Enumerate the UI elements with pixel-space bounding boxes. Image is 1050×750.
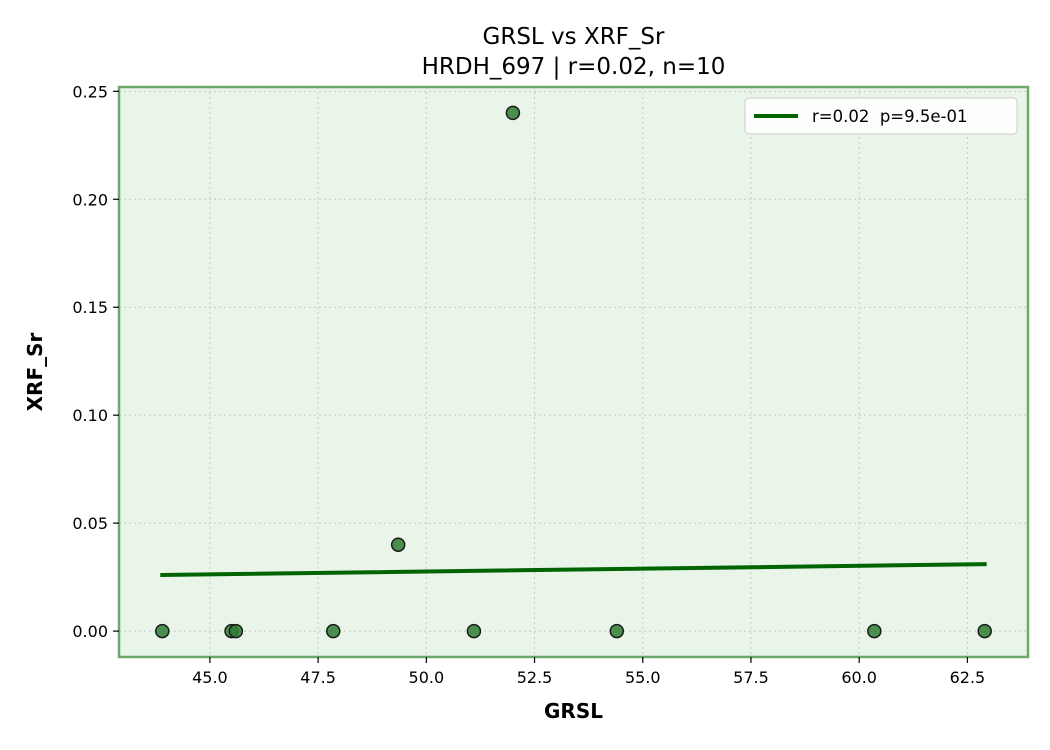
scatter-points [155, 105, 992, 639]
scatter-point [155, 623, 170, 639]
x-tick-label: 47.5 [300, 668, 336, 687]
scatter-point [977, 623, 992, 639]
y-tick-label: 0.15 [72, 298, 108, 317]
grid [119, 87, 1028, 657]
scatter-point [505, 105, 521, 121]
y-axis: 0.00 0.05 0.10 0.15 0.20 0.25 [72, 82, 119, 641]
y-tick-label: 0.10 [72, 406, 108, 425]
chart-title: GRSL vs XRF_Sr [483, 24, 666, 50]
scatter-point [228, 623, 244, 639]
fit-line-group [160, 562, 987, 577]
y-tick-label: 0.20 [72, 190, 108, 209]
x-tick-label: 57.5 [733, 668, 769, 687]
chart-subtitle: HRDH_697 | r=0.02, n=10 [422, 54, 726, 80]
scatter-point [867, 623, 882, 639]
fit-line [160, 562, 987, 577]
legend: r=0.02 p=9.5e-01 [744, 97, 1018, 135]
x-tick-label: 45.0 [192, 668, 228, 687]
y-tick-label: 0.05 [72, 514, 108, 533]
scatter-point [390, 537, 406, 552]
legend-box [744, 97, 1018, 135]
y-axis-label: XRF_Sr [23, 332, 47, 411]
legend-label: r=0.02 p=9.5e-01 [812, 107, 967, 126]
plot-frame [117, 85, 1030, 659]
x-axis-label: GRSL [544, 699, 603, 723]
x-axis: 45.0 47.5 50.0 52.5 55.0 57.5 60.0 62.5 [192, 657, 985, 687]
x-tick-label: 60.0 [841, 668, 877, 687]
plot-area [119, 87, 1028, 657]
scatter-point [466, 623, 482, 639]
x-tick-label: 50.0 [409, 668, 445, 687]
x-tick-label: 55.0 [625, 668, 661, 687]
y-tick-label: 0.25 [72, 82, 108, 101]
scatter-point [609, 623, 625, 639]
x-tick-label: 52.5 [517, 668, 553, 687]
x-tick-label: 62.5 [950, 668, 986, 687]
y-tick-label: 0.00 [72, 622, 108, 641]
scatter-point [326, 623, 341, 639]
